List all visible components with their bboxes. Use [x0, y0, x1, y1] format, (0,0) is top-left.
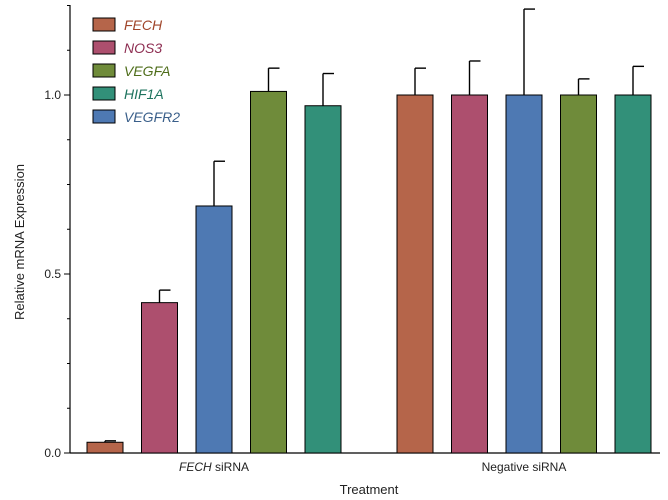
x-axis-title: Treatment — [340, 482, 399, 497]
bars: FECH siRNA Negative siRNA — [86, 8, 652, 474]
y-axis-title: Relative mRNA Expression — [12, 164, 27, 320]
y-tick-label: 1.0 — [44, 88, 61, 102]
legend-label: FECH — [124, 17, 163, 33]
y-tick-label: 0.0 — [44, 446, 61, 460]
x-category-label-text: Negative siRNA — [482, 460, 567, 474]
bar-hif1a — [304, 105, 342, 454]
bar-nos3 — [451, 94, 488, 454]
bar-fech — [86, 441, 124, 454]
bar-group: FECH siRNA — [86, 67, 342, 474]
bar-vegfa — [560, 94, 597, 454]
x-category-label: FECH siRNA — [179, 460, 249, 474]
legend-label: HIF1A — [124, 86, 164, 102]
legend-item: VEGFR2 — [92, 109, 180, 125]
legend-label: VEGFA — [124, 63, 170, 79]
legend: FECH NOS3 VEGFA HIF1A VEGFR2 — [92, 17, 180, 125]
bar-vegfr2 — [195, 205, 233, 454]
x-category-label-italic: FECH — [179, 460, 212, 474]
legend-swatch — [92, 40, 116, 55]
y-tick-label: 0.5 — [44, 267, 61, 281]
bar-vegfr2 — [505, 94, 543, 454]
legend-label: NOS3 — [124, 40, 162, 56]
bar-vegfa — [250, 90, 287, 454]
bar-group: Negative siRNA — [396, 8, 652, 474]
legend-swatch — [92, 63, 116, 78]
legend-item: HIF1A — [92, 86, 164, 102]
legend-swatch — [92, 86, 116, 101]
legend-label: VEGFR2 — [124, 109, 180, 125]
legend-swatch — [92, 109, 116, 124]
legend-swatch — [92, 17, 116, 32]
bar-fech — [396, 94, 434, 454]
legend-item: NOS3 — [92, 40, 162, 56]
legend-item: FECH — [92, 17, 163, 33]
x-category-label: Negative siRNA — [482, 460, 567, 474]
bar-hif1a — [614, 94, 652, 454]
x-category-label-text: siRNA — [212, 460, 249, 474]
bar-nos3 — [141, 302, 178, 454]
legend-item: VEGFA — [92, 63, 170, 79]
